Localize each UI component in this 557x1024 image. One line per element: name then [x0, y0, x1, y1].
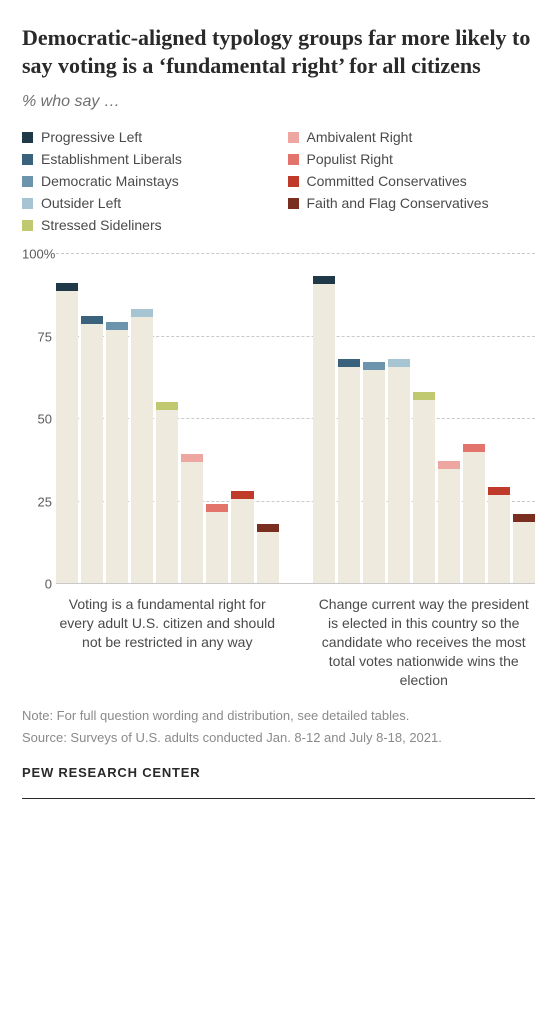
bar: [438, 461, 460, 583]
legend-swatch: [22, 132, 33, 143]
bar-cap: [206, 504, 228, 512]
bar-cap: [131, 309, 153, 317]
legend-item: Faith and Flag Conservatives: [288, 195, 536, 211]
y-axis-label: 100%: [22, 247, 52, 262]
legend-label: Democratic Mainstays: [41, 173, 179, 189]
y-axis-label: 50: [22, 412, 52, 427]
y-axis-label: 25: [22, 494, 52, 509]
y-axis-label: 0: [22, 577, 52, 592]
chart-footer: PEW RESEARCH CENTER: [22, 765, 535, 799]
bar-group: [56, 253, 279, 583]
bar: [313, 276, 335, 583]
bar-cap: [81, 316, 103, 324]
legend-item: Democratic Mainstays: [22, 173, 270, 189]
bar: [206, 504, 228, 583]
x-axis-label: Voting is a fundamental right for every …: [56, 595, 279, 689]
bar: [56, 283, 78, 583]
bar-cap: [513, 514, 535, 522]
legend-swatch: [22, 220, 33, 231]
bar: [231, 491, 253, 583]
bar: [413, 392, 435, 583]
bar: [463, 444, 485, 583]
bar: [106, 322, 128, 583]
bar: [81, 316, 103, 583]
bar-cap: [56, 283, 78, 291]
legend-item: Establishment Liberals: [22, 151, 270, 167]
legend-label: Committed Conservatives: [307, 173, 467, 189]
bar-cap: [106, 322, 128, 330]
bar-cap: [488, 487, 510, 495]
bar: [488, 487, 510, 583]
legend-item: Committed Conservatives: [288, 173, 536, 189]
legend-item: [288, 217, 536, 233]
chart-note: Note: For full question wording and dist…: [22, 707, 535, 725]
x-axis-labels: Voting is a fundamental right for every …: [56, 595, 535, 689]
y-axis-label: 75: [22, 329, 52, 344]
bar-cap: [338, 359, 360, 367]
legend-label: Faith and Flag Conservatives: [307, 195, 489, 211]
legend-item: Stressed Sideliners: [22, 217, 270, 233]
legend-item: Populist Right: [288, 151, 536, 167]
legend-label: Progressive Left: [41, 129, 142, 145]
gridline: 0: [56, 583, 535, 584]
legend-swatch: [288, 176, 299, 187]
bar: [513, 514, 535, 583]
legend-swatch: [288, 132, 299, 143]
legend-item: Outsider Left: [22, 195, 270, 211]
bar-cap: [363, 362, 385, 370]
bar: [156, 402, 178, 584]
chart-title: Democratic-aligned typology groups far m…: [22, 24, 535, 79]
bar-cap: [231, 491, 253, 499]
legend-item: Progressive Left: [22, 129, 270, 145]
bar: [181, 454, 203, 583]
bar-cap: [257, 524, 279, 532]
legend-swatch: [22, 176, 33, 187]
legend-label: Establishment Liberals: [41, 151, 182, 167]
bar: [257, 524, 279, 583]
legend-swatch: [288, 198, 299, 209]
legend-label: Ambivalent Right: [307, 129, 413, 145]
bar-group: [313, 253, 536, 583]
legend-item: Ambivalent Right: [288, 129, 536, 145]
x-axis-label: Change current way the president is elec…: [313, 595, 536, 689]
bar-cap: [438, 461, 460, 469]
bar-cap: [413, 392, 435, 400]
bar: [363, 362, 385, 583]
legend-swatch: [22, 198, 33, 209]
legend-label: Populist Right: [307, 151, 393, 167]
bar: [338, 359, 360, 583]
legend-swatch: [288, 154, 299, 165]
legend-label: Outsider Left: [41, 195, 121, 211]
bar-cap: [388, 359, 410, 367]
chart-subtitle: % who say …: [22, 93, 535, 111]
bar-cap: [313, 276, 335, 284]
legend-label: Stressed Sideliners: [41, 217, 162, 233]
bar: [388, 359, 410, 583]
bar: [131, 309, 153, 583]
bar-groups: [56, 253, 535, 583]
legend: Progressive Left Ambivalent Right Establis…: [22, 129, 535, 233]
bar-cap: [156, 402, 178, 410]
chart-area: 0255075100%: [56, 253, 535, 583]
legend-swatch: [22, 154, 33, 165]
bar-cap: [463, 444, 485, 452]
bar-cap: [181, 454, 203, 462]
chart-source: Source: Surveys of U.S. adults conducted…: [22, 729, 535, 747]
